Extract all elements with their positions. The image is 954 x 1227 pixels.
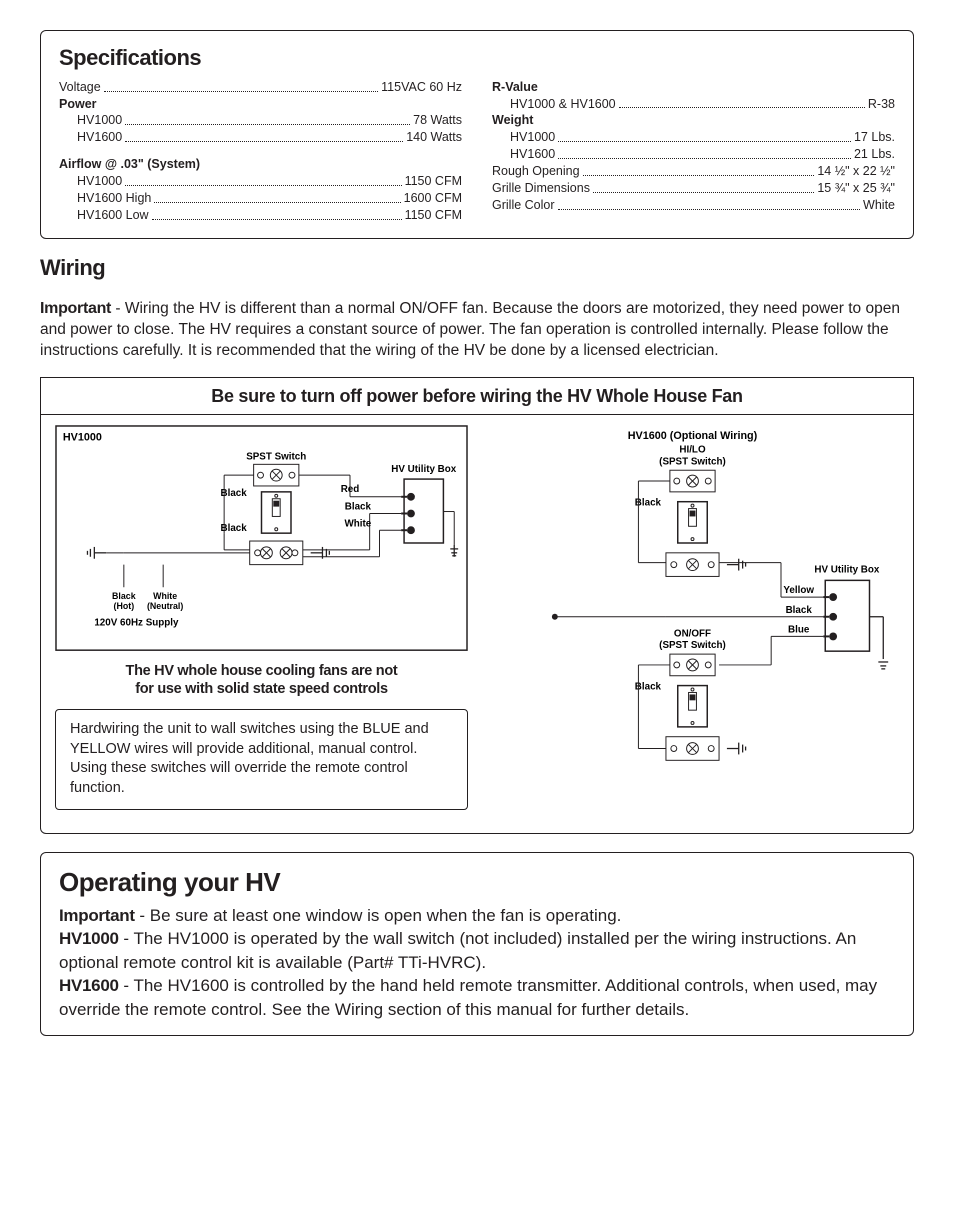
svg-text:(SPST Switch): (SPST Switch) bbox=[659, 457, 726, 468]
wiring-text: - Wiring the HV is different than a norm… bbox=[40, 300, 900, 359]
specifications-title: Specifications bbox=[59, 43, 895, 73]
spec-columns: Voltage115VAC 60 HzPowerHV100078 WattsHV… bbox=[59, 79, 895, 224]
svg-text:HV Utility Box: HV Utility Box bbox=[391, 465, 457, 476]
svg-text:SPST Switch: SPST Switch bbox=[246, 452, 306, 463]
no-solid-state-note: The HV whole house cooling fans are not … bbox=[61, 662, 462, 700]
svg-text:HV1600 (Optional Wiring): HV1600 (Optional Wiring) bbox=[628, 430, 758, 442]
spec-row: HV1600 Low1150 CFM bbox=[59, 207, 462, 224]
svg-text:(Hot): (Hot) bbox=[114, 601, 135, 611]
spec-col-left: Voltage115VAC 60 HzPowerHV100078 WattsHV… bbox=[59, 79, 462, 224]
svg-text:Red: Red bbox=[341, 484, 360, 495]
svg-text:Black: Black bbox=[345, 502, 372, 513]
svg-text:(SPST Switch): (SPST Switch) bbox=[659, 641, 726, 652]
hv1000-wiring-diagram: HV1000 SPST Switch bbox=[55, 425, 468, 651]
svg-text:Black: Black bbox=[786, 605, 813, 616]
svg-text:Blue: Blue bbox=[788, 625, 810, 636]
spec-col-right: R-ValueHV1000 & HV1600R-38WeightHV100017… bbox=[492, 79, 895, 224]
svg-text:Black: Black bbox=[112, 591, 136, 601]
spec-row: Voltage115VAC 60 Hz bbox=[59, 79, 462, 96]
hardwire-note-box: Hardwiring the unit to wall switches usi… bbox=[55, 709, 468, 809]
diagram-hv1600-col: HV1600 (Optional Wiring) HI/LO (SPST Swi… bbox=[486, 425, 899, 818]
dia1-title: HV1000 bbox=[63, 432, 102, 444]
svg-text:HV Utility Box: HV Utility Box bbox=[814, 565, 880, 576]
svg-text:Yellow: Yellow bbox=[783, 586, 814, 597]
hv1600-wiring-diagram: HV1600 (Optional Wiring) HI/LO (SPST Swi… bbox=[486, 425, 899, 818]
spec-row: Grille ColorWhite bbox=[492, 197, 895, 214]
spec-row: HV1000 & HV1600R-38 bbox=[492, 96, 895, 113]
svg-text:ON/OFF: ON/OFF bbox=[674, 629, 711, 640]
operating-box: Operating your HV Important - Be sure at… bbox=[40, 852, 914, 1036]
power-off-banner: Be sure to turn off power before wiring … bbox=[40, 377, 914, 415]
wiring-title: Wiring bbox=[40, 253, 914, 283]
svg-text:(Neutral): (Neutral) bbox=[147, 601, 183, 611]
diagrams-container: HV1000 SPST Switch bbox=[40, 415, 914, 833]
wiring-body: Important - Wiring the HV is different t… bbox=[40, 298, 914, 362]
svg-text:HI/LO: HI/LO bbox=[679, 445, 706, 456]
wiring-important: Important bbox=[40, 300, 111, 317]
specifications-box: Specifications Voltage115VAC 60 HzPowerH… bbox=[40, 30, 914, 239]
svg-text:White: White bbox=[344, 519, 371, 530]
hardwire-note-text: Hardwiring the unit to wall switches usi… bbox=[70, 721, 429, 796]
diagram-hv1000-col: HV1000 SPST Switch bbox=[55, 425, 468, 818]
operating-title: Operating your HV bbox=[59, 865, 895, 900]
svg-text:White: White bbox=[153, 591, 177, 601]
svg-text:120V 60Hz Supply: 120V 60Hz Supply bbox=[94, 618, 179, 629]
spec-row: HV1600140 Watts bbox=[59, 129, 462, 146]
operating-body: Important - Be sure at least one window … bbox=[59, 904, 895, 1021]
